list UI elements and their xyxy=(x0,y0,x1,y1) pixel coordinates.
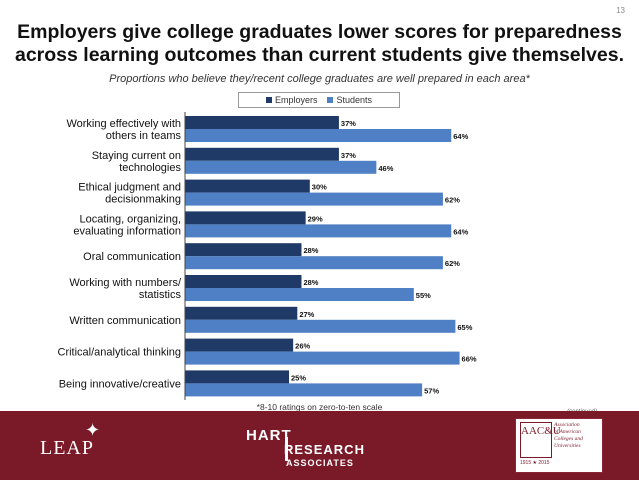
bar-students xyxy=(185,288,414,301)
category-label: technologies xyxy=(119,162,181,174)
data-label-employers: 28% xyxy=(303,278,318,287)
footnote: *8-10 ratings on zero-to-ten scale xyxy=(256,402,383,412)
bar-students xyxy=(185,129,452,142)
bar-students xyxy=(185,192,443,206)
category-label: Staying current on xyxy=(92,150,181,162)
hart-logo-line3: ASSOCIATES xyxy=(286,458,354,468)
data-label-employers: 37% xyxy=(341,119,356,128)
data-label-employers: 29% xyxy=(308,214,323,223)
slide-title: Employers give college graduates lower s… xyxy=(14,21,625,66)
data-label-students: 64% xyxy=(453,132,468,141)
legend-item-employers: Employers xyxy=(265,95,318,105)
data-label-students: 62% xyxy=(445,259,460,268)
bar-employers xyxy=(185,116,339,129)
data-label-students: 66% xyxy=(462,355,477,364)
bar-students xyxy=(185,351,460,365)
category-label: Ethical judgment and xyxy=(78,182,181,194)
chart-legend: Employers Students xyxy=(238,92,400,108)
data-label-students: 64% xyxy=(453,227,468,236)
category-label: Oral communication xyxy=(83,251,181,263)
chart-subtitle: Proportions who believe they/recent coll… xyxy=(109,73,530,85)
hart-logo-line1: HART xyxy=(246,427,292,444)
bar-students xyxy=(185,256,443,270)
data-label-employers: 26% xyxy=(295,342,310,351)
legend-label-students: Students xyxy=(336,95,373,105)
hart-logo-bar xyxy=(285,437,288,461)
leap-logo: LEAP xyxy=(40,437,94,459)
bar-employers xyxy=(185,275,302,288)
data-label-students: 55% xyxy=(416,291,431,300)
bar-employers xyxy=(185,211,306,225)
category-label: Critical/analytical thinking xyxy=(58,347,182,359)
data-label-students: 65% xyxy=(457,323,472,332)
data-label-employers: 37% xyxy=(341,151,356,160)
bar-employers xyxy=(185,179,310,193)
data-label-students: 62% xyxy=(445,196,460,205)
category-label: Locating, organizing, xyxy=(79,213,181,225)
data-label-employers: 27% xyxy=(299,310,314,319)
category-label: Working effectively with xyxy=(66,118,181,130)
bar-students xyxy=(185,160,377,174)
legend-item-students: Students xyxy=(327,95,372,105)
category-label: Being innovative/creative xyxy=(59,378,181,390)
hart-logo-line2: RESEARCH xyxy=(284,442,365,457)
aacu-years: 1915 ★ 2015 xyxy=(520,460,550,466)
slide-number: 13 xyxy=(616,6,625,15)
bar-employers xyxy=(185,338,294,352)
category-label: decisionmaking xyxy=(105,194,181,206)
leap-star-icon: ✦ xyxy=(85,420,101,440)
aacu-name: Association of American Colleges and Uni… xyxy=(554,422,583,449)
bar-employers xyxy=(185,147,339,161)
hart-research-logo: HART RESEARCH ASSOCIATES xyxy=(246,428,365,468)
bar-employers xyxy=(185,370,289,384)
data-label-employers: 28% xyxy=(303,246,318,255)
bar-students xyxy=(185,224,452,238)
legend-swatch-employers xyxy=(265,97,272,103)
legend-swatch-students xyxy=(327,97,334,103)
aacu-logo: AAC&U Association of American Colleges a… xyxy=(515,418,603,473)
category-label: Written communication xyxy=(69,315,181,327)
aacu-mark: AAC&U xyxy=(520,422,561,458)
data-label-employers: 25% xyxy=(291,373,306,382)
category-label: Working with numbers/ xyxy=(69,277,182,289)
data-label-employers: 30% xyxy=(312,183,327,192)
category-label: evaluating information xyxy=(73,225,181,237)
data-label-students: 46% xyxy=(378,164,393,173)
category-label: others in teams xyxy=(106,130,182,142)
bar-students xyxy=(185,319,456,333)
legend-label-employers: Employers xyxy=(274,95,318,105)
data-label-students: 57% xyxy=(424,386,439,395)
bar-students xyxy=(185,383,423,397)
bar-employers xyxy=(185,306,298,320)
bar-employers xyxy=(185,243,302,257)
category-label: statistics xyxy=(139,289,182,301)
